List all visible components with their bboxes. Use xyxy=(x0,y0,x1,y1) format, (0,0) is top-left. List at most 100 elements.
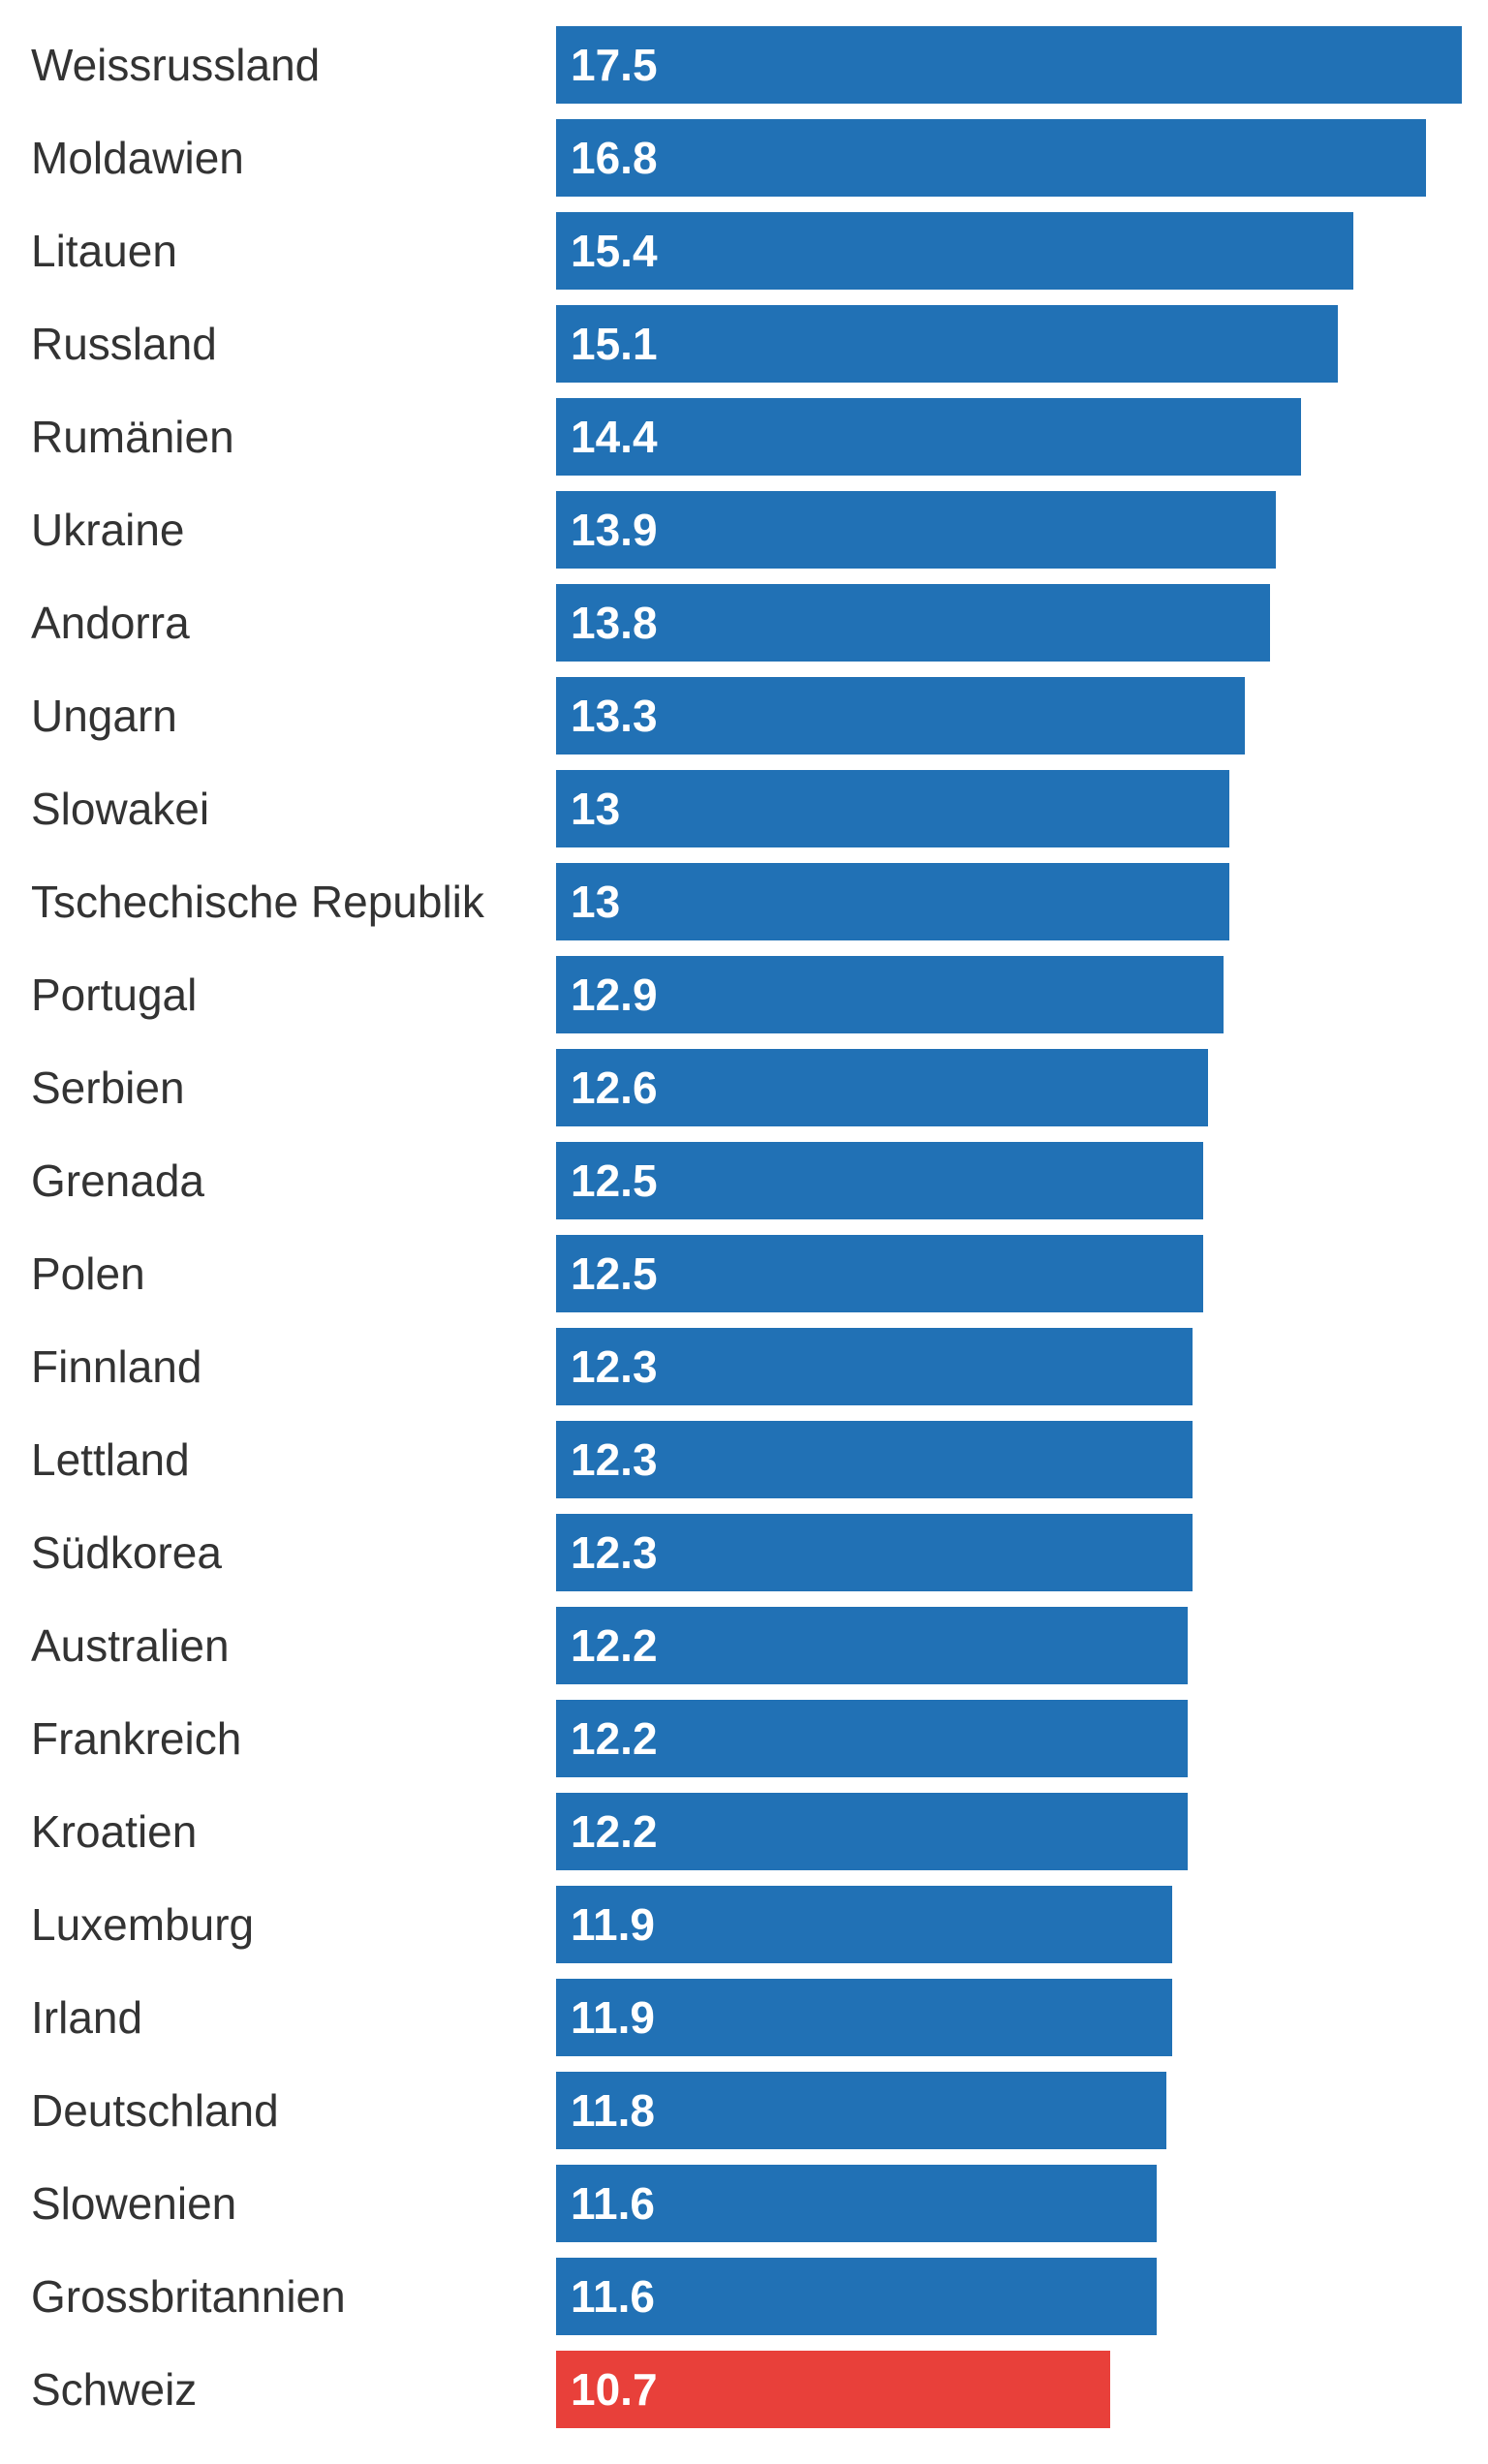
category-label: Ukraine xyxy=(31,505,185,555)
bar-value-label: 17.5 xyxy=(571,40,658,90)
bar-row: Südkorea 12.3 xyxy=(0,1514,1488,1607)
category-label: Weissrussland xyxy=(31,40,321,90)
bar-value-label: 15.1 xyxy=(571,319,658,369)
bar-value-label: 11.6 xyxy=(571,2271,655,2322)
bar-value-label: 15.4 xyxy=(571,226,658,276)
bar-row: Slowenien 11.6 xyxy=(0,2165,1488,2258)
category-label: Lettland xyxy=(31,1434,190,1485)
bar-value-label: 12.2 xyxy=(571,1806,658,1857)
bar-value-label: 11.8 xyxy=(571,2085,655,2136)
bar xyxy=(556,2072,1166,2149)
category-label: Deutschland xyxy=(31,2085,279,2136)
category-label: Slowenien xyxy=(31,2178,237,2229)
category-label: Kroatien xyxy=(31,1806,198,1857)
bar xyxy=(556,1886,1172,1963)
bar-row: Ukraine 13.9 xyxy=(0,491,1488,584)
bar-row: Finnland 12.3 xyxy=(0,1328,1488,1421)
bar-row: Moldawien 16.8 xyxy=(0,119,1488,212)
bar-value-label: 12.5 xyxy=(571,1248,658,1299)
bar-value-label: 10.7 xyxy=(571,2364,658,2415)
category-label: Frankreich xyxy=(31,1713,242,1764)
bar-row: Tschechische Republik 13 xyxy=(0,863,1488,956)
category-label: Südkorea xyxy=(31,1527,222,1578)
bar-row: Slowakei 13 xyxy=(0,770,1488,863)
bar xyxy=(556,1607,1188,1684)
bar-value-label: 11.6 xyxy=(571,2178,655,2229)
bar xyxy=(556,1142,1203,1219)
bar xyxy=(556,1700,1188,1777)
bar-value-label: 14.4 xyxy=(571,412,658,462)
bar-row: Serbien 12.6 xyxy=(0,1049,1488,1142)
bar-row: Australien 12.2 xyxy=(0,1607,1488,1700)
bar-row: Irland 11.9 xyxy=(0,1979,1488,2072)
bar xyxy=(556,1328,1193,1405)
bar-row: Grenada 12.5 xyxy=(0,1142,1488,1235)
bar-row: Kroatien 12.2 xyxy=(0,1793,1488,1886)
bar-value-label: 12.3 xyxy=(571,1341,658,1392)
bar xyxy=(556,1793,1188,1870)
bar xyxy=(556,1979,1172,2056)
bar xyxy=(556,26,1462,104)
category-label: Rumänien xyxy=(31,412,234,462)
bar-row: Ungarn 13.3 xyxy=(0,677,1488,770)
bar-row: Weissrussland 17.5 xyxy=(0,26,1488,119)
bar-value-label: 12.9 xyxy=(571,970,658,1020)
bar-value-label: 12.3 xyxy=(571,1527,658,1578)
bar-row: Schweiz 10.7 xyxy=(0,2351,1488,2444)
bar xyxy=(556,1421,1193,1498)
bar xyxy=(556,2258,1157,2335)
bar xyxy=(556,956,1224,1033)
category-label: Schweiz xyxy=(31,2364,198,2415)
bar-value-label: 12.5 xyxy=(571,1155,658,1206)
category-label: Andorra xyxy=(31,598,190,648)
category-label: Russland xyxy=(31,319,217,369)
bar-row: Luxemburg 11.9 xyxy=(0,1886,1488,1979)
bar-row: Andorra 13.8 xyxy=(0,584,1488,677)
bar-value-label: 12.3 xyxy=(571,1434,658,1485)
bar-value-label: 13 xyxy=(571,784,621,834)
category-label: Australien xyxy=(31,1620,230,1671)
bar-row: Russland 15.1 xyxy=(0,305,1488,398)
category-label: Polen xyxy=(31,1248,145,1299)
category-label: Slowakei xyxy=(31,784,210,834)
bar xyxy=(556,584,1270,662)
bar xyxy=(556,677,1245,755)
bar xyxy=(556,119,1426,197)
category-label: Serbien xyxy=(31,1063,185,1113)
bar-row: Polen 12.5 xyxy=(0,1235,1488,1328)
bar xyxy=(556,863,1229,940)
bar xyxy=(556,398,1301,476)
category-label: Portugal xyxy=(31,970,198,1020)
bar xyxy=(556,1514,1193,1591)
bar-row: Lettland 12.3 xyxy=(0,1421,1488,1514)
bar-row: Deutschland 11.8 xyxy=(0,2072,1488,2165)
bar-row: Rumänien 14.4 xyxy=(0,398,1488,491)
bar xyxy=(556,1049,1208,1126)
bar-value-label: 12.2 xyxy=(571,1713,658,1764)
bar-value-label: 12.2 xyxy=(571,1620,658,1671)
bar xyxy=(556,770,1229,847)
bar xyxy=(556,212,1353,290)
bar-value-label: 16.8 xyxy=(571,133,658,183)
bar-row: Litauen 15.4 xyxy=(0,212,1488,305)
category-label: Ungarn xyxy=(31,691,177,741)
category-label: Moldawien xyxy=(31,133,244,183)
bar-value-label: 11.9 xyxy=(571,1992,655,2043)
category-label: Finnland xyxy=(31,1341,202,1392)
bar xyxy=(556,305,1338,383)
category-label: Tschechische Republik xyxy=(31,877,484,927)
bar xyxy=(556,1235,1203,1312)
bar-value-label: 13.8 xyxy=(571,598,658,648)
bar xyxy=(556,491,1276,569)
category-label: Grossbritannien xyxy=(31,2271,346,2322)
category-label: Litauen xyxy=(31,226,177,276)
bar-value-label: 13.3 xyxy=(571,691,658,741)
bar-row: Grossbritannien 11.6 xyxy=(0,2258,1488,2351)
bar xyxy=(556,2351,1110,2428)
bar-row: Portugal 12.9 xyxy=(0,956,1488,1049)
bar xyxy=(556,2165,1157,2242)
bar-value-label: 13 xyxy=(571,877,621,927)
bar-row: Frankreich 12.2 xyxy=(0,1700,1488,1793)
bar-value-label: 11.9 xyxy=(571,1899,655,1950)
